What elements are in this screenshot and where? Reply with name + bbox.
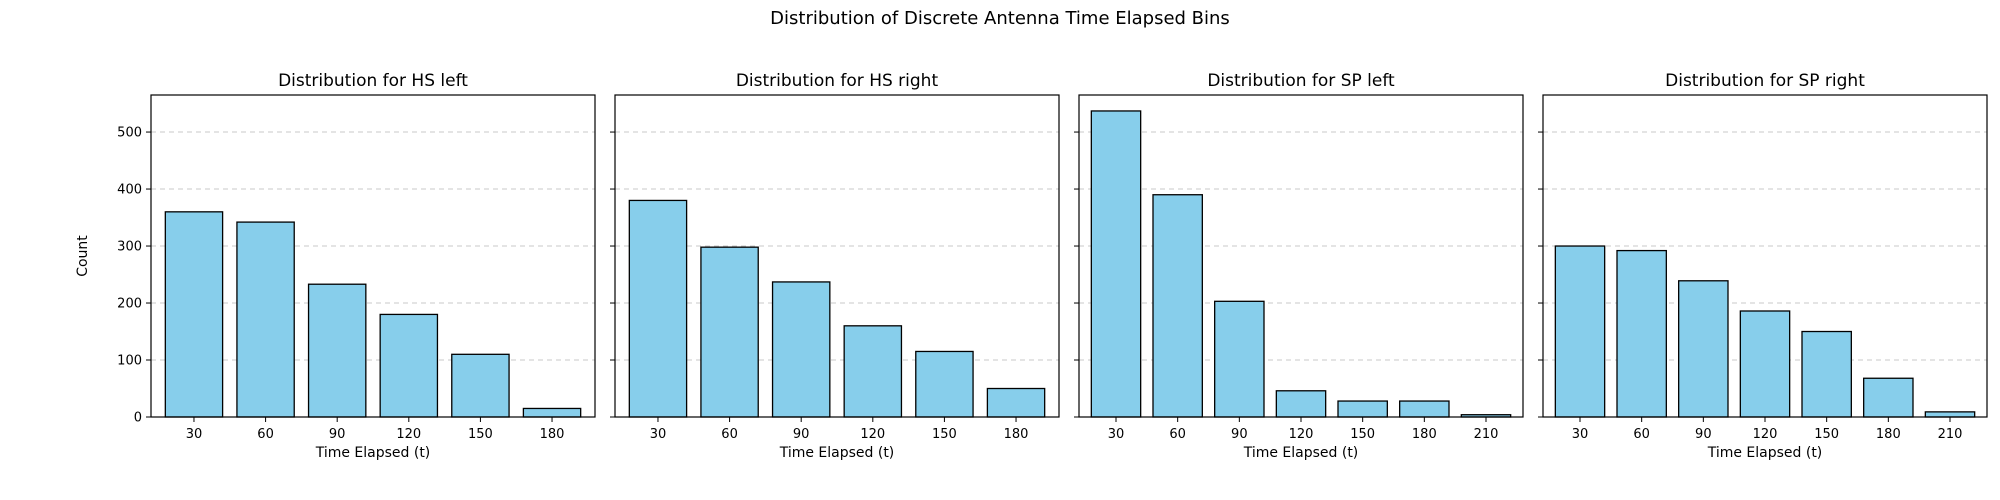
bar-180: [986, 387, 1046, 418]
x-tick-label: 90: [1231, 427, 1248, 442]
x-tick-label: 60: [721, 427, 738, 442]
x-tick-label: 180: [1876, 427, 1901, 442]
bar-30: [1554, 245, 1606, 418]
bar-150: [1801, 330, 1852, 418]
subplots-container: 30 60 90 120 150 180 0 100 200 300 400 500 Distribut…: [75, 71, 1988, 461]
x-tick-label: 180: [1004, 427, 1029, 442]
subplot-2: 30 60 90 120 150 180 Distribution for HS right…: [610, 71, 1060, 461]
y-tick-label: 400: [117, 183, 142, 198]
x-tick-label: 210: [1938, 427, 1963, 442]
x-tick-label: 60: [1633, 427, 1650, 442]
x-tick-label: 90: [329, 427, 346, 442]
bar-60: [236, 221, 295, 418]
bar-60: [1152, 194, 1203, 418]
y-tick-label: 500: [117, 126, 142, 141]
x-axis-label: Time Elapsed (t): [1243, 445, 1359, 461]
bar-120: [843, 325, 903, 418]
x-tick-label: 180: [1412, 427, 1437, 442]
bar-90: [1678, 280, 1729, 418]
x-tick-label: 60: [1169, 427, 1186, 442]
bar-60: [1616, 249, 1667, 418]
x-tick-label: 30: [186, 427, 203, 442]
axes-frame: [150, 94, 596, 418]
subplot-1: 30 60 90 120 150 180 0 100 200 300 400 500 Distribut…: [75, 71, 596, 461]
subplot-title: Distribution for HS right: [736, 71, 939, 91]
subplot-title: Distribution for HS left: [278, 71, 468, 91]
x-tick-label: 150: [468, 427, 493, 442]
bar-150: [915, 350, 974, 418]
y-tick-label: 0: [134, 411, 142, 426]
bar-150: [1337, 400, 1388, 418]
subplot-title: Distribution for SP left: [1207, 71, 1395, 91]
bar-120: [379, 313, 439, 418]
subplot-title: Distribution for SP right: [1665, 71, 1865, 91]
x-tick-label: 120: [860, 427, 885, 442]
x-tick-label: 150: [1350, 427, 1375, 442]
x-axis-label: Time Elapsed (t): [1707, 445, 1823, 461]
subplot-4: 30 60 90 120 150 180 210 Distribution for SP ri…: [1538, 71, 1988, 461]
x-tick-label: 30: [650, 427, 667, 442]
y-axis-label: Count: [75, 235, 91, 277]
bar-150: [451, 353, 510, 418]
x-tick-label: 210: [1474, 427, 1499, 442]
bar-210: [1924, 411, 1976, 418]
x-axis-label: Time Elapsed (t): [315, 445, 431, 461]
x-tick-label: 150: [1814, 427, 1839, 442]
x-tick-label: 30: [1108, 427, 1125, 442]
bar-120: [1275, 390, 1327, 418]
bar-30: [164, 211, 224, 418]
bar-120: [1739, 310, 1791, 418]
y-tick-label: 200: [117, 297, 142, 312]
x-tick-label: 90: [793, 427, 810, 442]
bar-180: [1863, 377, 1914, 418]
bar-90: [771, 281, 831, 418]
bar-30: [628, 199, 688, 418]
bar-90: [307, 283, 367, 418]
bar-90: [1214, 300, 1265, 418]
y-tick-label: 100: [117, 354, 142, 369]
x-tick-label: 150: [932, 427, 957, 442]
x-tick-label: 60: [257, 427, 274, 442]
x-tick-label: 30: [1572, 427, 1589, 442]
bar-30: [1090, 110, 1142, 418]
x-axis-label: Time Elapsed (t): [779, 445, 895, 461]
x-tick-label: 120: [1289, 427, 1314, 442]
bar-180: [1399, 400, 1450, 418]
x-tick-label: 180: [540, 427, 565, 442]
figure-suptitle: Distribution of Discrete Antenna Time El…: [770, 8, 1230, 29]
x-tick-label: 120: [1753, 427, 1778, 442]
x-tick-label: 120: [396, 427, 421, 442]
axes-frame: [614, 94, 1060, 418]
y-tick-label: 300: [117, 240, 142, 255]
x-tick-label: 90: [1695, 427, 1712, 442]
subplot-3: 30 60 90 120 150 180 210 Distribution for SP le…: [1074, 71, 1524, 461]
bar-60: [700, 246, 759, 418]
bar-180: [522, 407, 582, 418]
